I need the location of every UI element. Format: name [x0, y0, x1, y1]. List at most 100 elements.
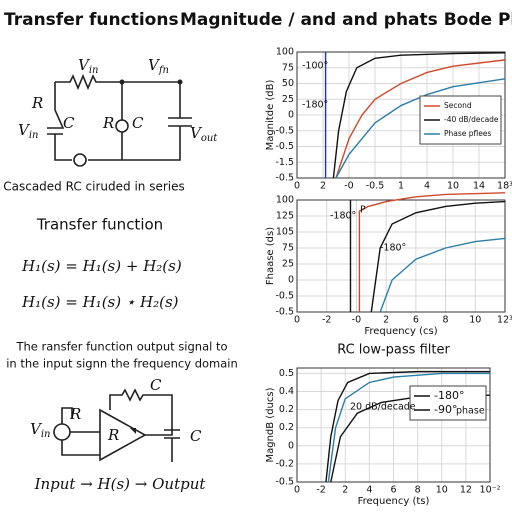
y-tick-label: 0: [288, 110, 294, 121]
plot-frame: [296, 199, 506, 313]
x-tick-label: -0.5: [366, 181, 385, 192]
plot-frame: [296, 51, 506, 179]
annotation: -180°: [302, 100, 328, 111]
component-label: Vout: [190, 124, 218, 144]
y-tick-label: -0.2: [275, 458, 294, 469]
legend-label: -40 dB/decade: [444, 115, 499, 124]
x-tick-label: 4: [366, 485, 372, 496]
series-line: [379, 237, 506, 313]
heading: Transfer function: [36, 216, 163, 234]
label-main: V: [148, 56, 161, 74]
circuit-1: [47, 73, 192, 167]
component-label: C: [63, 114, 75, 132]
label-sub: in: [41, 429, 51, 440]
y-tick-label: 125: [276, 211, 294, 222]
wires: [61, 388, 180, 462]
circuit-2: [53, 388, 180, 462]
component-label: C: [190, 427, 202, 445]
x-tick-label: -0: [352, 315, 361, 326]
component-label: Vin: [18, 121, 38, 141]
annotation: -180°: [330, 211, 356, 222]
description: in the input signn the frequency domain: [6, 357, 238, 371]
x-tick-label: 8: [415, 485, 421, 496]
y-axis-label: Magnitde (dB): [265, 79, 276, 150]
equation: H₁(s) = H₁(s) + H₂(s): [21, 257, 182, 275]
y-tick-label: 0.4: [279, 386, 294, 397]
y-tick-label: 0.2: [279, 422, 294, 433]
x-tick-label: 10: [469, 315, 481, 326]
y-tick-label: 25: [282, 259, 294, 270]
y-tick-label: -0.5: [275, 141, 294, 152]
annotation: P: [360, 205, 366, 216]
component-label: R: [31, 94, 43, 112]
x-tick-label: 14: [473, 181, 485, 192]
label-main: C: [132, 114, 144, 132]
series-line: [327, 372, 490, 483]
label-main: V: [190, 124, 203, 142]
y-tick-label: 25: [282, 94, 294, 105]
x-tick-label: 10⁻²: [480, 485, 501, 496]
mark: [130, 428, 136, 434]
y-tick-label: 0: [288, 440, 294, 451]
equation: H₁(s) = H₁(s) ⋆ H₂(s): [21, 293, 179, 311]
label-main: R: [107, 426, 119, 444]
x-tick-label: 10: [447, 181, 459, 192]
legend: [409, 385, 487, 421]
x-tick-label: 6: [390, 485, 396, 496]
y-tick-label: -0.5: [275, 291, 294, 302]
description: The ransfer function output signal to: [15, 340, 227, 354]
y-tick-label: -0.5: [275, 125, 294, 136]
right-title: Magnitude / and and phats Bode Plots: [180, 10, 512, 30]
x-tick-label: 1: [398, 181, 404, 192]
x-tick-label: -0: [344, 181, 353, 192]
component-label: C: [132, 114, 144, 132]
junction: [119, 79, 125, 85]
y-axis-label: Fhaase (ds): [265, 227, 276, 285]
x-tick-label: 12³: [497, 315, 512, 326]
x-tick-label: 0: [294, 485, 300, 496]
y-tick-label: 0.5: [279, 368, 294, 379]
x-tick-label: 2: [342, 485, 348, 496]
x-axis-label: Frequency (cs): [364, 326, 437, 337]
y-tick-label: 100: [276, 47, 294, 58]
component-label: C: [150, 376, 162, 394]
source: [53, 423, 71, 441]
component-label: R: [69, 405, 81, 423]
component-label: Vin: [78, 56, 98, 76]
wires: [47, 73, 192, 161]
caption: Cascaded RC ciruded in series: [3, 180, 185, 194]
label-sub: fn: [158, 65, 169, 76]
y-tick-label: 0.2: [279, 404, 294, 415]
y-tick-label: 75: [282, 62, 294, 73]
x-axis-label: Frequency (ts): [358, 496, 430, 507]
series-line: [332, 52, 506, 179]
terminal: [73, 153, 87, 167]
label-main: C: [190, 427, 202, 445]
y-tick-label: -0.5: [275, 477, 294, 488]
y-tick-label: -0.5: [275, 173, 294, 184]
series-line: [335, 78, 506, 179]
label-sub: in: [89, 65, 99, 76]
y-tick-label: 50: [282, 78, 294, 89]
x-tick-label: 10: [436, 485, 448, 496]
x-tick-label: 2: [320, 181, 326, 192]
junction: [177, 79, 183, 85]
label-main: V: [30, 420, 43, 438]
y-tick-label: 105: [276, 227, 294, 238]
series-line: [325, 370, 490, 483]
series-line: [335, 59, 506, 179]
y-tick-label: 100: [276, 195, 294, 206]
label-main: V: [18, 121, 31, 139]
x-tick-label: 4: [424, 181, 430, 192]
label-sub: in: [29, 130, 39, 141]
label-main: R: [102, 114, 114, 132]
y-tick-label: 75: [282, 243, 294, 254]
x-tick-label: 18³: [497, 181, 512, 192]
caption: Input → H(s) → Output: [34, 475, 207, 493]
legend-label: Second: [444, 101, 472, 110]
op-amp: [99, 408, 147, 462]
label-sub: out: [201, 133, 218, 144]
y-tick-label: -1.5: [275, 157, 294, 168]
legend-label: Phase pflees: [444, 129, 491, 138]
